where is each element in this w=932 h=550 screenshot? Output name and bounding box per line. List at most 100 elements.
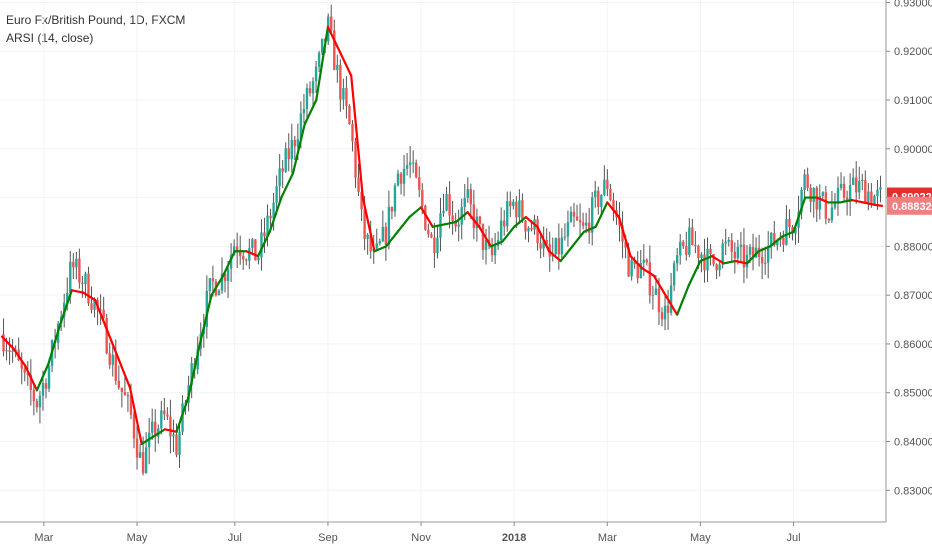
- candle-body: [478, 216, 482, 224]
- candle-body: [120, 387, 124, 392]
- arsi-segment: [536, 225, 551, 253]
- arsi-segment: [408, 206, 423, 219]
- candle-body: [864, 179, 867, 204]
- candle-body: [636, 264, 639, 279]
- candle-body: [114, 354, 117, 381]
- arsi-segment: [338, 50, 353, 77]
- candle-body: [448, 194, 451, 216]
- candle-body: [166, 414, 169, 417]
- arsi-segment: [862, 201, 877, 206]
- candle-body: [818, 195, 821, 210]
- candle-body: [239, 251, 242, 257]
- arsi-segment: [617, 215, 632, 258]
- candle-body: [527, 227, 530, 232]
- arsi-segment: [792, 196, 807, 233]
- arsi-segment: [385, 230, 399, 248]
- candle-body: [399, 173, 403, 184]
- candle-body: [639, 262, 642, 279]
- candle-body: [739, 244, 743, 247]
- candle-body: [554, 238, 557, 255]
- x-tick-label: Mar: [598, 532, 617, 544]
- candle-body: [342, 88, 345, 100]
- candle-body: [175, 434, 178, 455]
- candle-body: [108, 353, 111, 365]
- candle-body: [760, 256, 764, 264]
- candle-body: [748, 246, 752, 255]
- candle-body: [569, 211, 573, 223]
- candle-body: [160, 410, 163, 429]
- candle-body: [357, 177, 360, 192]
- candle-body: [839, 183, 843, 188]
- candle-body: [773, 232, 776, 246]
- candle-body: [248, 248, 251, 261]
- candle-body: [788, 219, 791, 228]
- candle-body: [454, 220, 457, 227]
- candle-body: [339, 64, 342, 100]
- candle-body: [503, 220, 506, 227]
- candle-body: [648, 262, 652, 296]
- arsi-segment: [82, 291, 97, 302]
- candle-body: [424, 205, 427, 230]
- arsi-segment: [210, 274, 225, 297]
- candle-body: [785, 219, 788, 245]
- candle-body: [26, 372, 29, 375]
- x-tick-label: Jul: [228, 532, 242, 544]
- candle-body: [794, 227, 797, 234]
- arsi-segment: [676, 284, 690, 316]
- candle-body: [229, 254, 233, 269]
- y-tick-label: 0.93000: [894, 0, 932, 9]
- arsi-segment: [547, 250, 562, 263]
- candle-body: [493, 245, 497, 256]
- candle-body: [20, 360, 23, 369]
- candle-body: [117, 380, 121, 388]
- candle-body: [402, 168, 406, 184]
- candle-body: [90, 303, 93, 310]
- candle-body: [393, 185, 397, 212]
- arsi-segment: [128, 386, 143, 446]
- candle-body: [715, 264, 718, 271]
- candle-body: [718, 264, 721, 271]
- candle-body: [390, 206, 394, 212]
- candle-body: [290, 139, 293, 160]
- candle-body: [809, 187, 812, 202]
- candle-body: [311, 81, 315, 94]
- candle-body: [348, 105, 351, 124]
- candle-body: [275, 186, 278, 203]
- arsi-segment: [710, 255, 725, 265]
- candle-body: [405, 165, 409, 169]
- candle-body: [466, 189, 469, 198]
- candle-body: [836, 187, 840, 204]
- arsi-segment: [163, 428, 178, 433]
- candle-body: [879, 187, 882, 190]
- candle-body: [415, 162, 418, 178]
- candle-body: [806, 174, 809, 188]
- candle-body: [408, 162, 412, 166]
- candle-body: [330, 16, 333, 31]
- candle-body: [211, 278, 215, 282]
- candle-body: [220, 273, 224, 291]
- arsi-segment: [641, 267, 655, 277]
- candle-body: [299, 113, 303, 140]
- candle-body: [363, 209, 366, 239]
- candle-body: [651, 294, 655, 296]
- candle-body: [669, 285, 673, 313]
- candle-body: [99, 309, 102, 311]
- arsi-segment: [722, 259, 737, 265]
- candle-body: [694, 245, 697, 247]
- candle-body: [512, 201, 515, 207]
- arsi-segment: [152, 428, 167, 438]
- candle-body: [75, 258, 78, 268]
- candle-body: [305, 88, 309, 109]
- y-tick-label: 0.91000: [894, 95, 932, 107]
- arsi-segment: [850, 198, 865, 204]
- candle-body: [685, 246, 688, 255]
- candle-body: [679, 241, 682, 256]
- candle-body: [642, 259, 645, 263]
- candle-body: [572, 211, 576, 217]
- candle-body: [594, 190, 597, 198]
- arsi-segment: [140, 435, 155, 446]
- candle-body: [126, 395, 130, 397]
- candle-body: [663, 305, 667, 320]
- y-tick-label: 0.88000: [894, 241, 932, 253]
